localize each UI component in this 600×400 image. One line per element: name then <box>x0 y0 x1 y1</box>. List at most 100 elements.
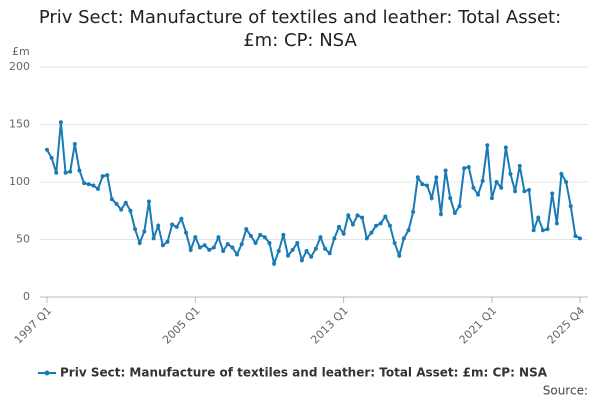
point <box>471 185 476 190</box>
point <box>499 185 504 190</box>
point <box>485 143 490 148</box>
point <box>332 236 337 241</box>
point <box>58 120 63 125</box>
series-line <box>46 122 581 268</box>
point <box>95 186 100 191</box>
point <box>276 249 281 253</box>
point <box>207 247 212 252</box>
chart-title: Priv Sect: Manufacture of textiles and l… <box>38 7 562 51</box>
point <box>142 229 147 234</box>
point <box>262 235 267 240</box>
y-tick-label: 100 <box>9 175 30 188</box>
point <box>536 215 541 220</box>
point <box>527 188 532 193</box>
point <box>304 249 309 253</box>
point <box>415 175 420 180</box>
point <box>522 189 527 194</box>
point <box>193 235 198 240</box>
point <box>457 204 462 209</box>
point <box>119 207 124 212</box>
point <box>429 196 434 201</box>
point <box>578 236 582 241</box>
point <box>170 222 175 227</box>
point <box>438 212 443 217</box>
x-tick-label: 2005 Q1 <box>160 304 203 347</box>
point <box>230 245 235 250</box>
point <box>466 165 471 170</box>
point <box>281 232 286 237</box>
point <box>462 166 467 171</box>
y-tick-label: 150 <box>9 118 30 131</box>
point <box>216 235 221 240</box>
point <box>425 183 430 188</box>
point <box>443 168 448 173</box>
point <box>480 178 485 183</box>
point <box>452 211 457 216</box>
point <box>406 228 411 233</box>
point <box>378 221 383 226</box>
point <box>309 254 314 259</box>
y-axis-label: £m <box>12 45 30 58</box>
point <box>434 175 439 180</box>
point <box>137 240 142 245</box>
point <box>100 174 105 179</box>
point <box>72 142 77 147</box>
point <box>267 240 272 245</box>
point <box>133 227 138 232</box>
legend-label: Priv Sect: Manufacture of textiles and l… <box>60 366 548 380</box>
point <box>160 243 165 248</box>
point <box>248 234 253 239</box>
point <box>531 228 536 233</box>
point <box>554 221 559 226</box>
y-tick-label: 0 <box>23 290 30 303</box>
point <box>258 232 263 237</box>
x-tick-label: 2013 Q1 <box>308 304 351 347</box>
point <box>568 204 573 209</box>
point <box>327 251 332 256</box>
point <box>573 234 578 239</box>
point <box>128 208 133 213</box>
point <box>508 171 513 176</box>
point <box>513 189 518 194</box>
point <box>105 173 110 178</box>
point <box>540 228 545 233</box>
point <box>286 253 291 258</box>
point <box>290 247 295 252</box>
x-tick-label: 2025 Q4 <box>545 304 588 347</box>
point <box>545 227 550 232</box>
x-tick-label: 1997 Q1 <box>12 304 55 347</box>
legend-marker <box>44 370 50 376</box>
point <box>299 258 304 263</box>
point <box>503 145 508 150</box>
point <box>244 227 249 232</box>
point <box>86 182 91 187</box>
point <box>151 236 156 241</box>
point <box>476 192 481 197</box>
point <box>350 222 355 227</box>
point <box>323 246 328 251</box>
point <box>179 216 184 221</box>
point <box>517 163 522 168</box>
point <box>336 224 341 229</box>
point <box>211 245 216 250</box>
point <box>91 183 96 188</box>
point <box>313 246 318 251</box>
x-tick-label: 2021 Q1 <box>457 304 500 347</box>
point <box>123 200 128 205</box>
point <box>397 253 402 258</box>
point <box>564 180 569 184</box>
point <box>369 230 374 235</box>
point <box>109 197 114 202</box>
point <box>559 171 564 176</box>
point <box>174 224 179 229</box>
point <box>392 240 397 245</box>
point <box>364 236 369 241</box>
point <box>188 247 193 252</box>
point <box>45 147 49 152</box>
point <box>156 223 161 228</box>
point <box>489 196 494 201</box>
point <box>374 223 379 228</box>
point <box>77 168 82 173</box>
